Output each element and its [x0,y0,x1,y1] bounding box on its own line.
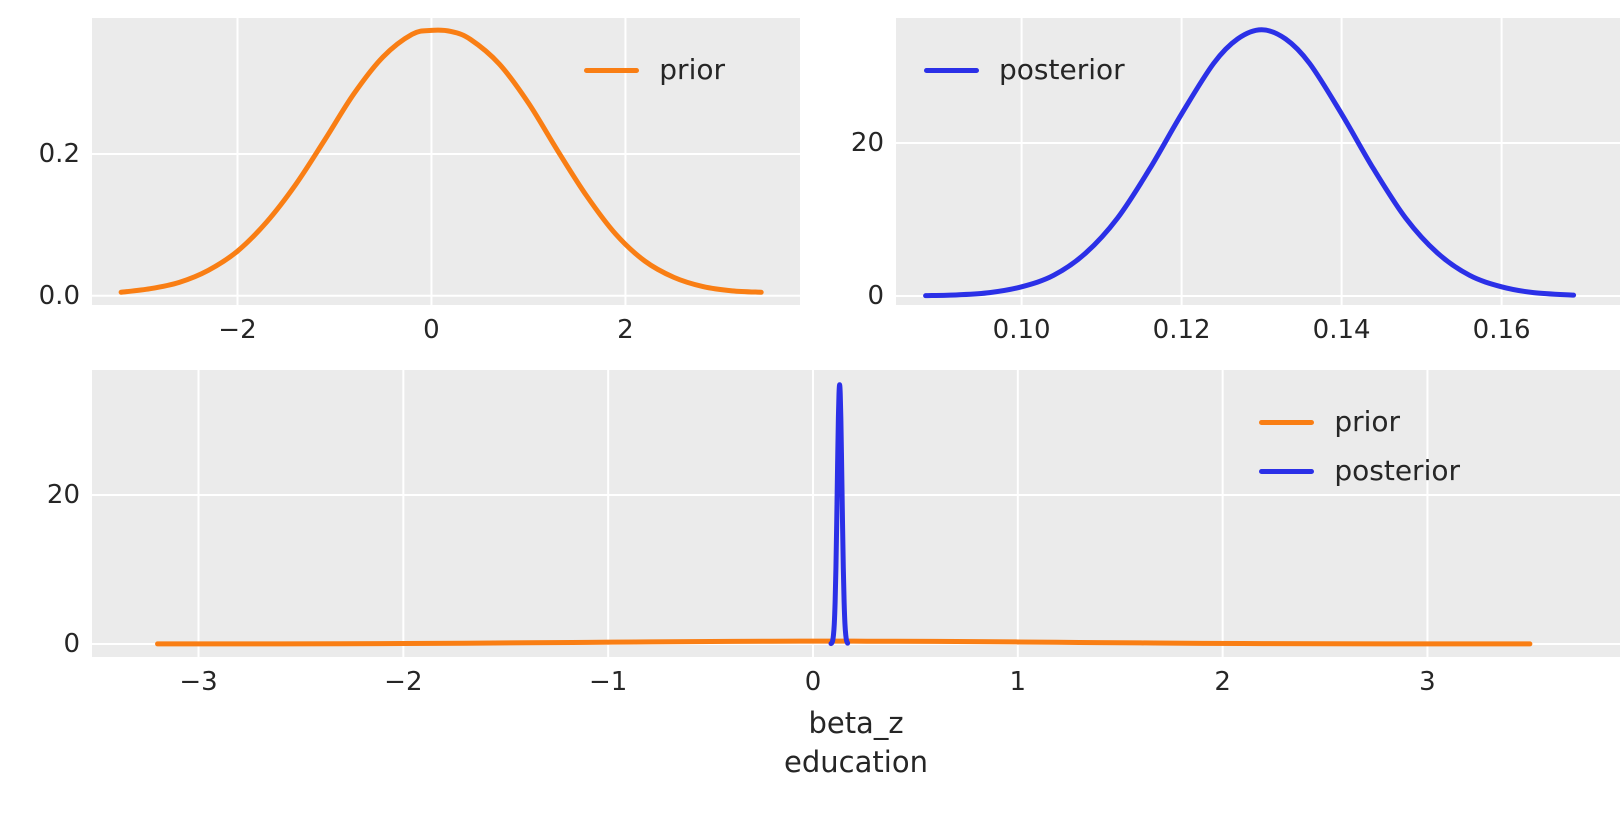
x-tick-label: 3 [1419,667,1436,697]
legend-line-prior [584,67,640,73]
x-tick-label: 2 [617,315,634,345]
legend: prior [584,53,725,86]
x-axis-label-line1: beta_z [808,706,904,740]
x-tick-label: 1 [1009,667,1027,697]
x-tick-label: 2 [1214,667,1231,697]
posterior-curve [923,27,1577,299]
panel-posterior-marginal: posterior [896,18,1620,305]
prior-curve [155,638,1533,647]
legend-label: prior [1334,405,1401,438]
x-tick-label: 0 [423,315,440,345]
legend-entry-prior: prior [584,53,725,86]
x-tick-label: 0.16 [1472,315,1531,345]
legend-line-posterior [924,67,979,73]
legend-line-prior [1259,419,1315,425]
x-tick-label: 0 [804,667,822,697]
x-tick-label: −2 [218,315,257,345]
x-tick-label: −3 [179,667,218,697]
legend-label: posterior [999,53,1125,86]
panel-prior-posterior-overlay: prior posterior [92,370,1620,657]
prior-marginal-plot [92,18,800,305]
x-tick-label: 0.10 [992,315,1051,345]
legend-entry-posterior: posterior [924,53,1125,86]
legend: posterior [924,53,1125,86]
y-tick-label: 0 [63,628,80,659]
legend-label: prior [659,53,725,86]
y-tick-label: 0.2 [38,139,80,170]
x-tick-label: 0.12 [1152,315,1211,345]
panel-prior-marginal: prior [92,18,800,305]
x-tick-label: 0.14 [1312,315,1371,345]
x-tick-label: −1 [588,667,628,697]
posterior-marginal-plot [896,18,1620,305]
legend: prior posterior [1259,405,1460,488]
prior-curve [118,27,764,295]
y-tick-label: 0.0 [38,280,80,311]
legend-entry-prior: prior [1259,405,1401,438]
x-axis-label: beta_z education [92,704,1620,782]
prior-posterior-overlay-plot [92,370,1620,657]
legend-label: posterior [1334,454,1460,488]
x-tick-label: −2 [384,667,423,697]
x-axis-label-line2: education [784,745,928,779]
posterior-curve [828,382,851,647]
y-tick-label: 20 [850,127,884,158]
y-tick-label: 20 [46,479,80,510]
legend-entry-posterior: posterior [1259,454,1460,488]
y-tick-label: 0 [867,280,884,311]
legend-line-posterior [1259,468,1315,474]
